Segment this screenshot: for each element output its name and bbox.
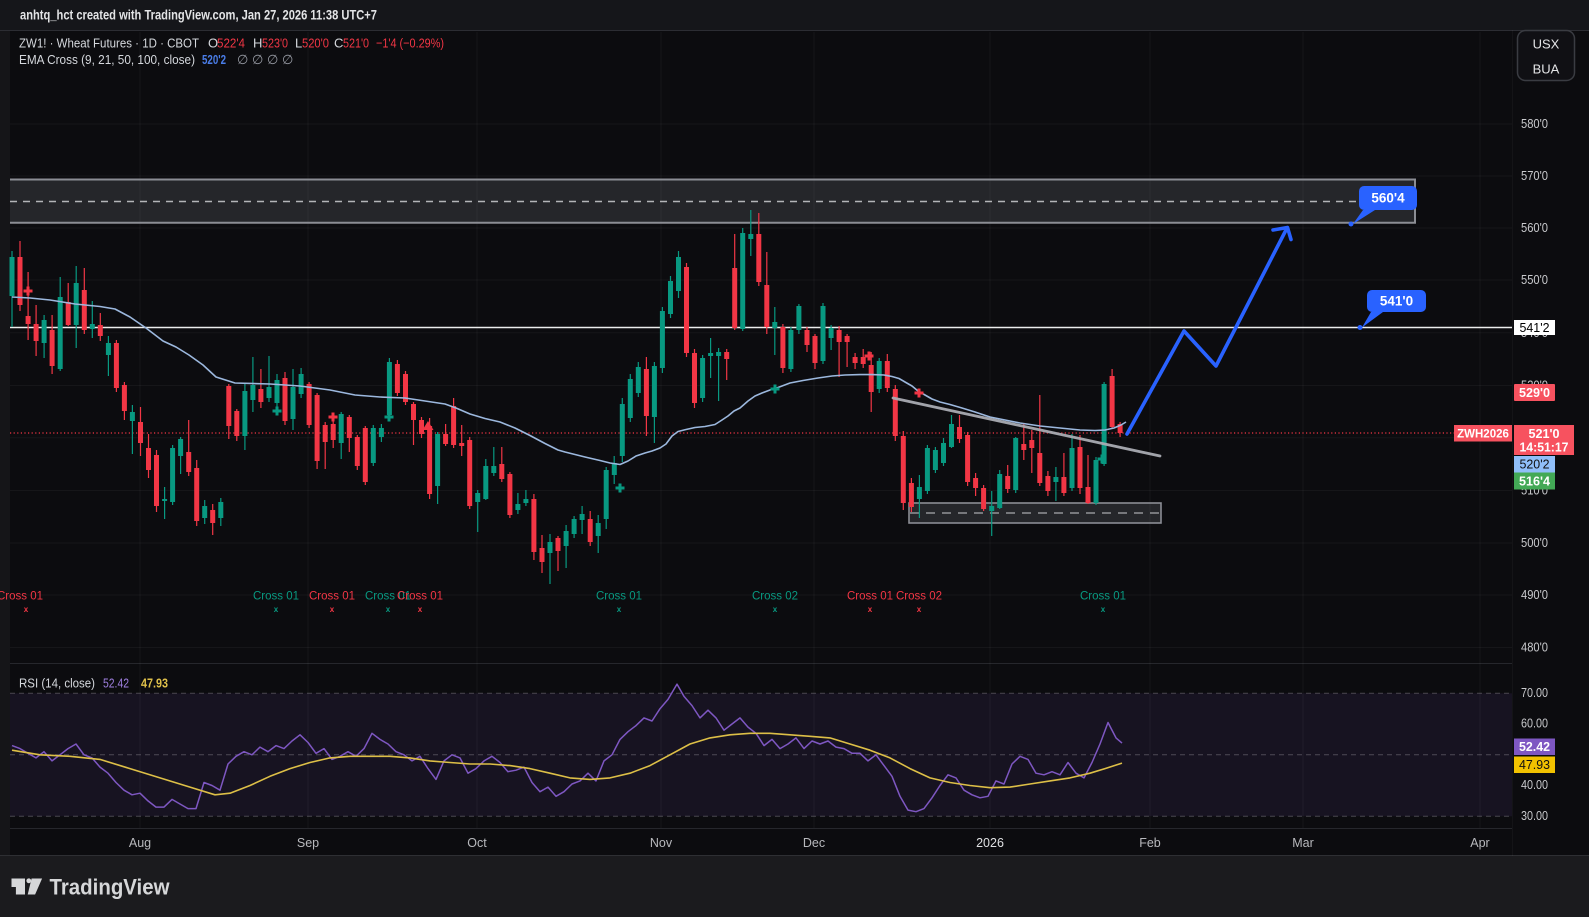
svg-text:ZWH2026: ZWH2026 xyxy=(1457,429,1509,441)
svg-text:Cross 02: Cross 02 xyxy=(896,591,942,603)
svg-text:521'0: 521'0 xyxy=(1529,427,1560,441)
svg-text:x: x xyxy=(1101,605,1106,614)
svg-text:∅: ∅ xyxy=(252,52,263,67)
svg-text:560'0: 560'0 xyxy=(1521,221,1548,235)
svg-text:USX: USX xyxy=(1533,37,1560,52)
svg-text:480'0: 480'0 xyxy=(1521,641,1548,655)
svg-text:EMA Cross (9, 21, 50, 100, clo: EMA Cross (9, 21, 50, 100, close) xyxy=(19,52,195,67)
svg-text:580'0: 580'0 xyxy=(1521,117,1548,131)
svg-text:40.00: 40.00 xyxy=(1521,778,1548,792)
svg-text:x: x xyxy=(418,605,423,614)
svg-text:Sep: Sep xyxy=(297,836,319,850)
svg-text:Feb: Feb xyxy=(1139,836,1161,850)
svg-text:520'2: 520'2 xyxy=(202,52,226,67)
svg-text:Cross 01: Cross 01 xyxy=(253,591,299,603)
svg-text:∅: ∅ xyxy=(282,52,293,67)
svg-text:500'0: 500'0 xyxy=(1521,536,1548,550)
svg-text:52.42: 52.42 xyxy=(1519,740,1550,754)
svg-text:Cross 01: Cross 01 xyxy=(397,591,443,603)
svg-text:x: x xyxy=(274,605,279,614)
svg-text:520'0: 520'0 xyxy=(302,36,329,51)
svg-text:Apr: Apr xyxy=(1470,836,1489,850)
svg-text:47.93: 47.93 xyxy=(1519,758,1550,772)
svg-text:Nov: Nov xyxy=(650,836,673,850)
svg-text:x: x xyxy=(24,605,29,614)
svg-text:∅: ∅ xyxy=(267,52,278,67)
svg-text:14:51:17: 14:51:17 xyxy=(1520,441,1569,455)
svg-text:550'0: 550'0 xyxy=(1521,273,1548,287)
svg-text:−1'4 (−0.29%): −1'4 (−0.29%) xyxy=(376,36,444,51)
svg-text:x: x xyxy=(773,605,778,614)
svg-text:Mar: Mar xyxy=(1292,836,1314,850)
svg-text:522'4: 522'4 xyxy=(217,36,245,51)
svg-text:Dec: Dec xyxy=(803,836,825,850)
svg-text:ZW1! · Wheat Futures · 1D · CB: ZW1! · Wheat Futures · 1D · CBOT xyxy=(19,36,199,51)
svg-text:x: x xyxy=(386,605,391,614)
svg-text:529'0: 529'0 xyxy=(1519,386,1550,400)
svg-text:570'0: 570'0 xyxy=(1521,169,1548,183)
svg-text:L: L xyxy=(295,36,302,51)
svg-text:Oct: Oct xyxy=(467,836,487,850)
svg-text:520'2: 520'2 xyxy=(1520,458,1550,472)
svg-text:x: x xyxy=(617,605,622,614)
svg-text:Cross 01: Cross 01 xyxy=(1080,591,1126,603)
svg-text:∅: ∅ xyxy=(237,52,248,67)
svg-text:H: H xyxy=(253,36,262,51)
svg-text:Cross 01: Cross 01 xyxy=(365,591,411,603)
svg-text:RSI (14, close): RSI (14, close) xyxy=(19,677,95,691)
svg-text:anhtq_hct created with Trading: anhtq_hct created with TradingView.com, … xyxy=(20,8,377,23)
svg-text:Cross 01: Cross 01 xyxy=(596,591,642,603)
svg-text:x: x xyxy=(917,605,922,614)
svg-text:490'0: 490'0 xyxy=(1521,588,1548,602)
svg-text:560'4: 560'4 xyxy=(1371,191,1405,206)
svg-text:2026: 2026 xyxy=(976,836,1004,850)
svg-text:30.00: 30.00 xyxy=(1521,809,1548,823)
svg-text:516'4: 516'4 xyxy=(1519,474,1550,488)
svg-text:52.42: 52.42 xyxy=(103,677,129,691)
svg-text:523'0: 523'0 xyxy=(262,36,288,51)
svg-text:541'0: 541'0 xyxy=(1380,294,1413,309)
svg-text:47.93: 47.93 xyxy=(141,677,168,691)
svg-text:Cross 01: Cross 01 xyxy=(0,591,43,603)
svg-text:C: C xyxy=(334,36,343,51)
svg-text:O: O xyxy=(208,36,218,51)
svg-text:Cross 02: Cross 02 xyxy=(752,591,798,603)
svg-text:TradingView: TradingView xyxy=(50,875,171,900)
svg-text:x: x xyxy=(868,605,873,614)
svg-text:Aug: Aug xyxy=(129,836,151,850)
svg-text:60.00: 60.00 xyxy=(1521,717,1548,731)
svg-text:x: x xyxy=(330,605,335,614)
svg-text:541'2: 541'2 xyxy=(1520,321,1550,335)
svg-text:Cross 01: Cross 01 xyxy=(309,591,355,603)
svg-text:521'0: 521'0 xyxy=(343,36,369,51)
svg-text:70.00: 70.00 xyxy=(1521,686,1548,700)
svg-text:Cross 01: Cross 01 xyxy=(847,591,893,603)
svg-text:BUA: BUA xyxy=(1533,62,1560,77)
